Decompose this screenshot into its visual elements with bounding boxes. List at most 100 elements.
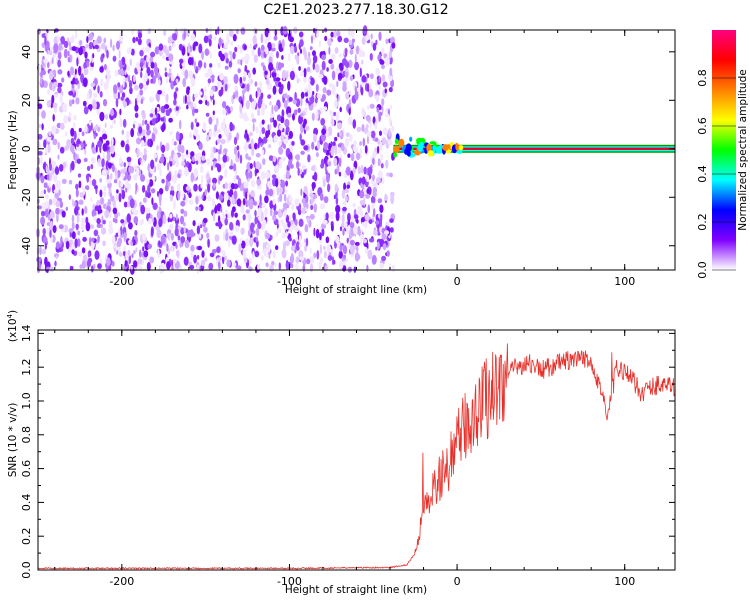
spectrogram-cell <box>367 249 373 260</box>
spectrogram-cell <box>91 146 97 155</box>
spectrogram-cell <box>160 117 165 122</box>
spectrogram-cell <box>159 197 162 207</box>
spectrogram-cell <box>135 61 141 70</box>
spectrogram-cell <box>139 49 144 57</box>
spectrogram-cell <box>268 144 272 149</box>
spectrogram-cell <box>115 97 119 108</box>
spectrogram-cell <box>366 188 370 194</box>
spectrogram-cell <box>71 46 77 52</box>
spectrogram-cell <box>51 165 55 176</box>
spectrogram-cell <box>287 221 291 228</box>
spectrogram-y-label: Frequency (Hz) <box>7 110 19 189</box>
spectrogram-cell <box>275 77 281 82</box>
spectrogram-cell <box>75 188 79 198</box>
spectrogram-cell <box>375 94 380 103</box>
spectrogram-cell <box>349 170 354 181</box>
spectrogram-cell <box>172 42 176 48</box>
spectrogram-cell <box>344 195 348 202</box>
spectrogram-cell <box>246 83 250 92</box>
snr-y-ticks: 0.0 0.2 0.4 0.6 0.8 1.0 1.2 1.4 <box>20 325 675 579</box>
spectrogram-cell <box>381 64 385 70</box>
spectrogram-cell <box>48 70 54 81</box>
spectrogram-cell <box>112 217 115 223</box>
spectrogram-cell <box>351 217 355 223</box>
spectrogram-noise-region <box>35 25 396 275</box>
spectrogram-cell <box>189 131 192 139</box>
spectrogram-cell <box>347 116 353 126</box>
spectrogram-cell <box>230 41 234 46</box>
spectrogram-cell <box>141 159 144 167</box>
spectrogram-cell <box>257 87 260 92</box>
spectrogram-cell <box>158 79 161 86</box>
spectrogram-cell <box>390 105 392 110</box>
spectrogram-cell <box>323 196 329 204</box>
spectrogram-cell <box>86 60 90 68</box>
signal-blob <box>393 145 400 153</box>
spectrogram-cell <box>77 230 81 236</box>
spectrogram-cell <box>120 69 125 77</box>
spectrogram-cell <box>298 235 302 243</box>
spectrogram-cell <box>113 179 118 184</box>
spectrogram-cell <box>339 106 343 113</box>
spectrogram-cell <box>156 229 162 239</box>
spectrogram-cell <box>42 236 48 244</box>
spectrogram-cell <box>178 119 182 130</box>
spectrogram-cell <box>236 198 242 207</box>
spectrogram-cell <box>364 214 370 221</box>
signal-blob <box>429 141 437 145</box>
spectrogram-cell <box>61 77 65 83</box>
spectrogram-cell <box>322 87 327 94</box>
spectrogram-cell <box>379 130 382 136</box>
spectrogram-cell <box>86 92 90 100</box>
x-tick-label: -200 <box>109 275 134 288</box>
spectrogram-cell <box>253 142 258 150</box>
spectrogram-cell <box>287 153 292 160</box>
spectrogram-cell <box>388 127 391 137</box>
spectrogram-cell <box>52 102 58 109</box>
spectrogram-cell <box>67 56 71 63</box>
spectrogram-cell <box>240 59 243 66</box>
spectrogram-cell <box>239 237 243 244</box>
spectrogram-cell <box>224 127 229 137</box>
spectrogram-cell <box>59 146 65 154</box>
spectrogram-cell <box>144 119 148 125</box>
spectrogram-cell <box>190 121 194 131</box>
spectrogram-cell <box>380 153 384 161</box>
spectrogram-cell <box>229 231 234 237</box>
spectrogram-cell <box>44 201 49 209</box>
spectrogram-cell <box>59 93 63 103</box>
spectrogram-cell <box>385 56 390 66</box>
spectrogram-cell <box>106 179 112 184</box>
spectrogram-signal-trace <box>393 133 675 158</box>
spectrogram-cell <box>276 186 280 196</box>
spectrogram-cell <box>190 151 195 157</box>
spectrogram-cell <box>272 250 276 259</box>
spectrogram-cell <box>194 153 200 161</box>
spectrogram-cell <box>367 135 369 145</box>
spectrogram-cell <box>335 235 340 244</box>
spectrogram-cell <box>373 229 378 236</box>
spectrogram-cell <box>218 89 223 97</box>
spectrogram-cell <box>354 53 357 64</box>
spectrogram-cell <box>182 95 186 105</box>
spectrogram-cell <box>216 117 219 127</box>
spectrogram-cell <box>187 57 194 66</box>
spectrogram-cell <box>364 145 368 154</box>
spectrogram-cell <box>297 167 300 176</box>
spectrogram-cell <box>193 254 198 264</box>
spectrogram-cell <box>135 247 138 253</box>
spectrogram-cell <box>150 61 155 69</box>
spectrogram-cell <box>88 41 93 50</box>
spectrogram-cell <box>255 126 259 134</box>
spectrogram-cell <box>217 149 222 155</box>
spectrogram-cell <box>131 253 134 259</box>
spectrogram-cell <box>165 93 169 102</box>
spectrogram-cell <box>57 154 60 160</box>
spectrogram-cell <box>198 142 203 150</box>
spectrogram-cell <box>359 67 362 78</box>
spectrogram-cell <box>82 143 87 148</box>
spectrogram-cell <box>220 206 223 213</box>
spectrogram-cell <box>110 192 112 200</box>
spectrogram-cell <box>356 245 359 253</box>
